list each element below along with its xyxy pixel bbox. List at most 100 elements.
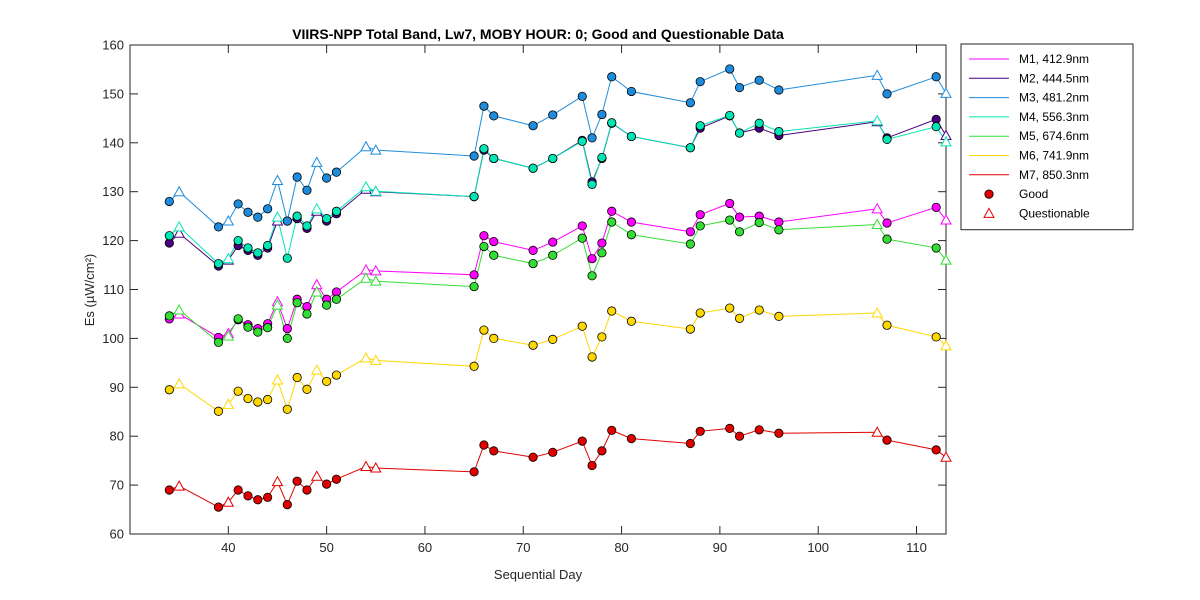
good-point [479, 144, 489, 154]
good-point [302, 384, 312, 394]
questionable-point [222, 496, 235, 507]
good-point [774, 225, 784, 235]
y-tick-label: 150 [102, 86, 124, 101]
good-point [528, 340, 538, 350]
good-point [577, 321, 587, 331]
x-tick-label: 60 [418, 540, 432, 555]
good-point [331, 206, 342, 216]
good-point [774, 85, 784, 95]
good-point [685, 143, 695, 153]
good-point [931, 332, 941, 342]
y-tick-label: 60 [110, 527, 124, 542]
good-point [882, 234, 892, 244]
good-point [282, 216, 292, 226]
questionable-point [222, 215, 235, 226]
good-point [233, 386, 243, 396]
good-point [292, 372, 302, 383]
good-point [479, 241, 489, 252]
questionable-point [271, 211, 284, 222]
good-point [587, 352, 597, 362]
good-point [253, 495, 263, 505]
good-point [774, 126, 784, 137]
y-tick-label: 130 [102, 184, 124, 199]
questionable-point [369, 144, 382, 155]
y-tick-label: 80 [110, 429, 124, 444]
good-point [322, 173, 332, 183]
good-point [754, 75, 764, 85]
good-point [479, 101, 489, 111]
good-point [469, 191, 479, 202]
questionable-point [360, 140, 372, 152]
questionable-point [360, 460, 372, 472]
good-point [263, 394, 273, 405]
good-point [695, 121, 705, 131]
good-point [282, 253, 292, 263]
good-point [322, 300, 332, 310]
good-point [489, 153, 499, 164]
good-point [489, 236, 499, 247]
good-point [754, 118, 764, 128]
good-point [754, 217, 764, 228]
good-point [695, 426, 705, 436]
good-point [243, 207, 253, 217]
good-point [725, 215, 735, 225]
good-point [233, 314, 243, 324]
good-point [597, 332, 607, 342]
good-point [626, 86, 636, 97]
good-point [469, 151, 479, 161]
good-point [597, 238, 607, 248]
good-point [331, 167, 342, 177]
axes-box [129, 44, 947, 535]
y-tick-label: 70 [110, 478, 124, 493]
good-point [263, 492, 273, 502]
good-point [626, 131, 636, 142]
questionable-point [310, 285, 323, 297]
good-point [587, 179, 597, 189]
good-point [734, 212, 745, 222]
questionable-point [369, 354, 382, 365]
good-point [607, 425, 617, 435]
good-point [725, 198, 735, 209]
legend-entry: Questionable [1019, 206, 1090, 220]
good-point [882, 218, 892, 228]
legend-questionable-marker [983, 207, 995, 218]
questionable-point [940, 87, 952, 98]
good-point [243, 243, 253, 253]
good-point [489, 111, 499, 121]
good-point [626, 230, 636, 240]
good-point [587, 271, 597, 281]
questionable-point [173, 304, 186, 315]
good-point [282, 500, 292, 510]
good-point [548, 250, 558, 260]
good-point [695, 77, 705, 87]
good-point [253, 248, 263, 258]
good-point [931, 202, 941, 212]
questionable-point [871, 306, 884, 318]
good-point [626, 217, 636, 227]
good-point [164, 231, 174, 241]
good-point [528, 121, 538, 131]
legend-good-marker [984, 189, 994, 199]
good-point [931, 243, 941, 253]
good-point [695, 221, 705, 231]
good-point [263, 323, 273, 333]
questionable-point [369, 461, 382, 473]
good-point [322, 376, 332, 387]
good-point [479, 231, 489, 241]
questionable-point [940, 135, 952, 147]
good-point [263, 240, 273, 251]
legend-entry: M2, 444.5nm [1019, 71, 1089, 85]
questionable-point [369, 264, 382, 276]
good-point [548, 153, 558, 164]
good-point [734, 227, 745, 237]
questionable-point [310, 202, 323, 214]
good-point [213, 406, 224, 416]
good-point [292, 211, 302, 221]
good-point [213, 502, 224, 512]
good-point [213, 337, 224, 347]
good-point [597, 248, 607, 258]
good-point [282, 324, 292, 334]
good-point [734, 431, 745, 441]
good-point [528, 258, 538, 269]
good-point [685, 227, 695, 237]
